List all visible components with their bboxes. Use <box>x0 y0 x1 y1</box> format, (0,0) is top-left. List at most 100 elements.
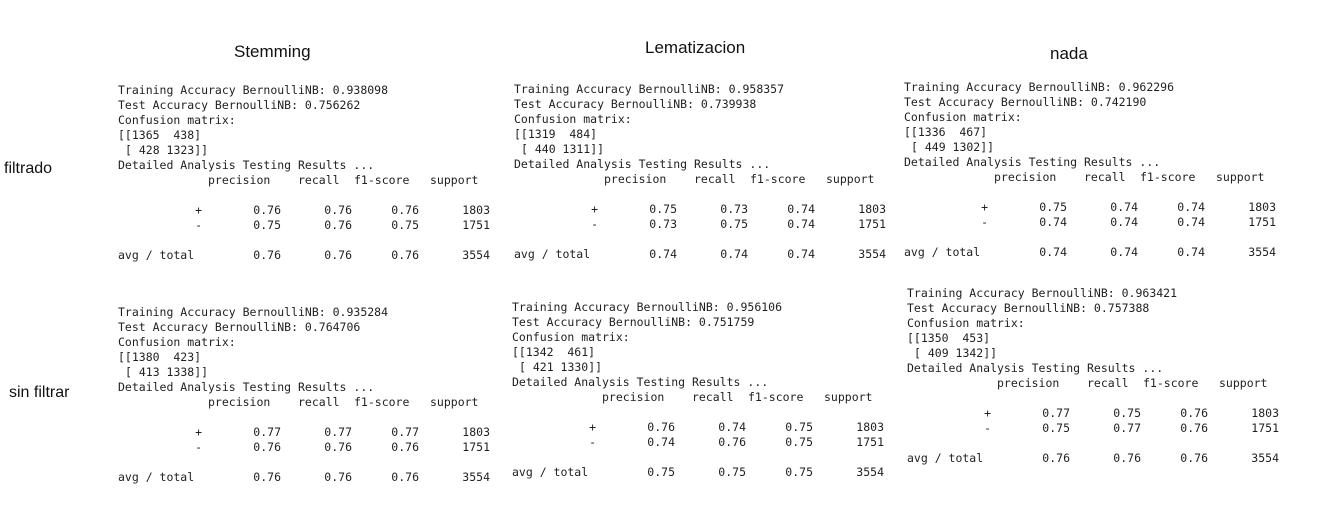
metrics-row-avg-total: avg / total 0.76 0.76 0.76 3554 <box>118 248 490 263</box>
row-header-filtrado: filtrado <box>4 160 53 177</box>
precision-value: 0.76 <box>647 420 675 434</box>
precision-value: 0.76 <box>253 470 281 484</box>
precision-header: precision <box>602 390 665 404</box>
metrics-row-avg-total: avg / total 0.75 0.75 0.75 3554 <box>512 465 884 480</box>
support-header: support <box>1219 376 1268 390</box>
precision-header: precision <box>997 376 1060 390</box>
column-header-nada: nada <box>1050 44 1088 63</box>
recall-value: 0.74 <box>1110 215 1138 229</box>
f1-header: f1-score <box>354 395 410 409</box>
confusion-matrix-row-1: [[1380 423] <box>118 350 202 364</box>
class-label: + <box>591 202 598 216</box>
f1-header: f1-score <box>354 173 410 187</box>
recall-header: recall <box>1087 376 1129 390</box>
analysis-heading: Detailed Analysis Testing Results ... <box>514 157 771 171</box>
recall-value: 0.76 <box>324 440 352 454</box>
confusion-matrix-row-2: [ 413 1338]] <box>125 365 209 379</box>
precision-header: precision <box>994 170 1057 184</box>
confusion-matrix-title: Confusion matrix: <box>512 330 630 344</box>
f1-value: 0.77 <box>391 425 419 439</box>
support-value: 3554 <box>856 465 884 479</box>
class-label: + <box>589 420 596 434</box>
confusion-matrix-row-1: [[1365 438] <box>118 128 202 142</box>
avg-total-label: avg / total <box>512 465 589 479</box>
precision-value: 0.77 <box>1042 406 1070 420</box>
confusion-matrix-title: Confusion matrix: <box>514 112 632 126</box>
support-value: 1803 <box>1251 406 1279 420</box>
class-label: + <box>195 425 202 439</box>
test-accuracy: Test Accuracy BernoulliNB: 0.764706 <box>118 320 361 334</box>
recall-header: recall <box>692 390 734 404</box>
support-value: 1803 <box>462 425 490 439</box>
precision-value: 0.76 <box>253 440 281 454</box>
metrics-header-row: precision recall f1-score support <box>904 170 1276 185</box>
f1-value: 0.76 <box>1180 421 1208 435</box>
f1-value: 0.75 <box>785 420 813 434</box>
recall-value: 0.76 <box>324 470 352 484</box>
confusion-matrix-title: Confusion matrix: <box>118 335 236 349</box>
test-accuracy: Test Accuracy BernoulliNB: 0.751759 <box>512 315 755 329</box>
precision-value: 0.75 <box>647 465 675 479</box>
metrics-row-positive: + 0.75 0.73 0.74 1803 <box>514 202 886 217</box>
test-accuracy: Test Accuracy BernoulliNB: 0.742190 <box>904 95 1147 109</box>
recall-value: 0.76 <box>324 218 352 232</box>
test-accuracy: Test Accuracy BernoulliNB: 0.756262 <box>118 98 361 112</box>
report-lematizacion-sin-filtrar: Training Accuracy BernoulliNB: 0.956106 … <box>512 300 884 480</box>
recall-value: 0.75 <box>720 217 748 231</box>
confusion-matrix-row-1: [[1319 484] <box>514 127 598 141</box>
metrics-row-negative: - 0.76 0.76 0.76 1751 <box>118 440 490 455</box>
support-value: 1751 <box>462 218 490 232</box>
metrics-row-negative: - 0.74 0.76 0.75 1751 <box>512 435 884 450</box>
recall-value: 0.76 <box>324 203 352 217</box>
precision-value: 0.74 <box>649 247 677 261</box>
f1-value: 0.76 <box>1180 406 1208 420</box>
precision-value: 0.74 <box>1039 245 1067 259</box>
recall-value: 0.74 <box>720 247 748 261</box>
f1-header: f1-score <box>750 172 806 186</box>
metrics-header-row: precision recall f1-score support <box>118 395 490 410</box>
metrics-row-avg-total: avg / total 0.76 0.76 0.76 3554 <box>118 470 490 485</box>
f1-value: 0.76 <box>391 470 419 484</box>
avg-total-label: avg / total <box>118 248 195 262</box>
f1-value: 0.75 <box>785 465 813 479</box>
metrics-header-row: precision recall f1-score support <box>907 376 1279 391</box>
metrics-header-row: precision recall f1-score support <box>118 173 490 188</box>
recall-header: recall <box>298 173 340 187</box>
class-label: - <box>195 440 202 454</box>
metrics-row-avg-total: avg / total 0.74 0.74 0.74 3554 <box>904 245 1276 260</box>
recall-value: 0.74 <box>718 420 746 434</box>
recall-header: recall <box>694 172 736 186</box>
training-accuracy: Training Accuracy BernoulliNB: 0.935284 <box>118 305 389 319</box>
precision-header: precision <box>604 172 667 186</box>
metrics-row-negative: - 0.75 0.77 0.76 1751 <box>907 421 1279 436</box>
metrics-row-negative: - 0.73 0.75 0.74 1751 <box>514 217 886 232</box>
f1-value: 0.76 <box>391 248 419 262</box>
precision-value: 0.74 <box>647 435 675 449</box>
support-value: 3554 <box>858 247 886 261</box>
report-stemming-filtrado: Training Accuracy BernoulliNB: 0.938098 … <box>118 83 490 263</box>
f1-header: f1-score <box>1143 376 1199 390</box>
avg-total-label: avg / total <box>514 247 591 261</box>
confusion-matrix-row-1: [[1350 453] <box>907 331 991 345</box>
precision-value: 0.76 <box>1042 451 1070 465</box>
class-label: - <box>195 218 202 232</box>
precision-header: precision <box>208 395 271 409</box>
recall-header: recall <box>1084 170 1126 184</box>
precision-value: 0.73 <box>649 217 677 231</box>
precision-value: 0.74 <box>1039 215 1067 229</box>
support-header: support <box>430 173 479 187</box>
precision-value: 0.75 <box>1042 421 1070 435</box>
metrics-row-positive: + 0.77 0.75 0.76 1803 <box>907 406 1279 421</box>
metrics-header-row: precision recall f1-score support <box>512 390 884 405</box>
analysis-heading: Detailed Analysis Testing Results ... <box>118 158 375 172</box>
support-value: 1751 <box>858 217 886 231</box>
f1-header: f1-score <box>1140 170 1196 184</box>
confusion-matrix-row-1: [[1342 461] <box>512 345 596 359</box>
support-value: 1751 <box>1251 421 1279 435</box>
precision-value: 0.75 <box>649 202 677 216</box>
avg-total-label: avg / total <box>904 245 981 259</box>
f1-value: 0.75 <box>391 218 419 232</box>
f1-value: 0.74 <box>1177 245 1205 259</box>
support-value: 1803 <box>1248 200 1276 214</box>
f1-header: f1-score <box>748 390 804 404</box>
